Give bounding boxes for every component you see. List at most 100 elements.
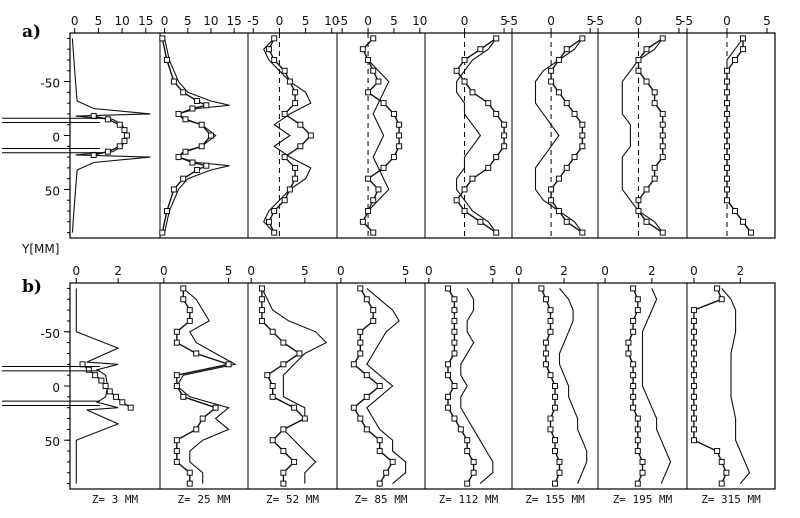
data-marker [659,229,666,236]
data-marker [690,372,697,379]
y-axis-label: Y[MM] [21,242,59,256]
x-tick-label: -5 [506,14,518,28]
data-marker [630,328,637,335]
data-marker [292,164,299,171]
data-marker [271,229,278,236]
data-marker [542,361,549,368]
profile-line [71,38,151,233]
data-marker [501,143,508,150]
x-tick-label: 2 [114,264,122,278]
data-marker [286,78,293,85]
data-marker [281,154,288,161]
data-marker [163,56,170,63]
data-marker [203,102,210,109]
profile-line [721,288,751,484]
profile-line [726,38,752,233]
data-marker [370,229,377,236]
data-marker [182,116,189,123]
x-tick-label: 5 [302,14,310,28]
data-marker [563,46,570,53]
profile-line [637,37,664,234]
profile-line [352,288,394,484]
data-marker [121,137,128,144]
data-marker [690,415,697,422]
data-marker [396,121,403,128]
data-marker [92,372,99,379]
x-tick-label: 5 [586,14,594,28]
data-marker [690,328,697,335]
data-marker [376,480,383,487]
data-marker [159,35,166,42]
data-marker [170,78,177,85]
data-marker [724,121,730,128]
data-marker [718,480,725,487]
data-marker [180,393,187,400]
data-marker [625,339,632,346]
data-marker [630,372,637,379]
data-marker [659,143,666,150]
data-marker [173,383,180,389]
data-marker [643,186,650,193]
data-marker [121,127,128,134]
data-marker [350,404,357,411]
x-tick-label: -5 [247,14,259,28]
data-marker [469,175,476,182]
data-marker [643,218,650,225]
data-marker [634,426,641,433]
data-marker [451,350,458,357]
profile-line [263,38,312,233]
data-marker [461,78,468,85]
data-marker [724,78,730,85]
data-marker [552,404,558,411]
data-marker [451,317,458,324]
data-marker [271,56,278,63]
data-marker [173,339,180,346]
data-marker [552,383,558,389]
y-tick-label: -50 [40,77,60,91]
data-marker [571,110,578,117]
data-marker [175,154,182,161]
data-marker [173,372,180,379]
data-marker [718,296,725,303]
data-marker [301,415,308,422]
data-marker [280,469,287,476]
data-marker [714,285,721,292]
data-marker [556,469,563,476]
data-marker [198,121,205,128]
data-marker [281,197,288,204]
profile-line [75,288,120,484]
data-marker [193,426,200,433]
data-marker [106,388,113,395]
data-marker [180,89,187,96]
data-marker [173,448,180,455]
x-tick-label: 0 [461,14,469,28]
data-marker [280,448,287,455]
data-marker [365,175,372,182]
data-marker [552,480,558,487]
x-tick-label: 5 [675,14,683,28]
data-marker [542,296,549,303]
profile-line [534,38,583,233]
data-marker [258,317,265,324]
data-marker [350,361,357,368]
station-label: Z= 52 MM [266,493,319,506]
data-marker [365,56,372,63]
data-marker [445,361,452,368]
station-label: Z= 195 MM [613,493,673,506]
data-marker [563,100,570,107]
data-marker [579,121,586,128]
data-marker [365,89,372,96]
data-marker [464,480,471,487]
data-marker [203,162,210,169]
data-marker [173,328,180,335]
data-marker [173,458,180,465]
x-tick-label: 0 [547,14,555,28]
data-marker [659,154,666,161]
data-marker [563,218,570,225]
x-tick-label: 10 [412,14,427,28]
data-marker [389,458,396,465]
x-tick-label: 0 [276,14,284,28]
